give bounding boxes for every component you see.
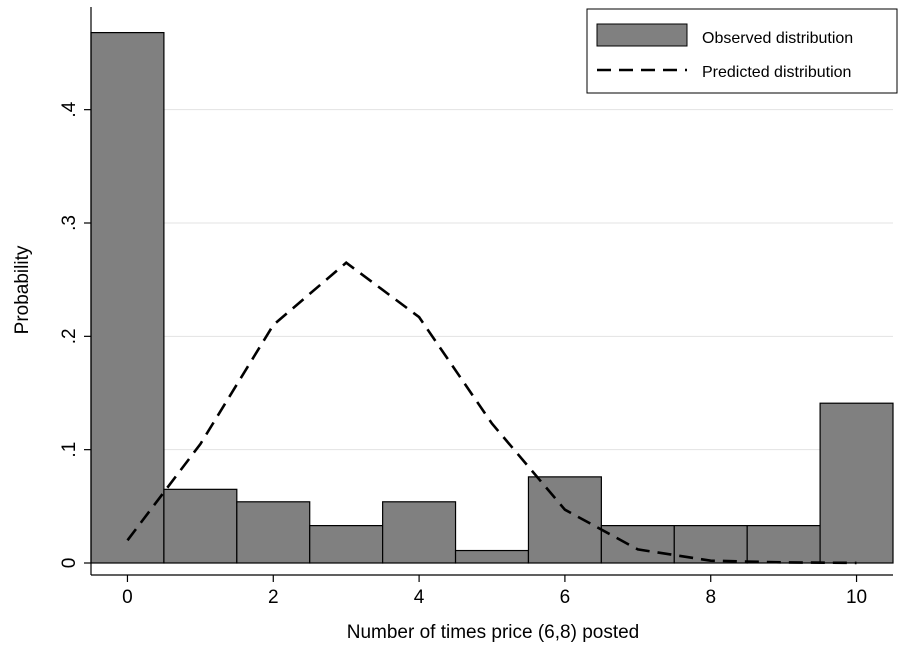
x-axis-title: Number of times price (6,8) posted: [347, 622, 640, 643]
bar-9: [746, 524, 821, 564]
bar-1: [163, 488, 238, 564]
legend: Observed distribution Predicted distribu…: [586, 8, 898, 94]
legend-label-predicted: Predicted distribution: [702, 64, 851, 81]
y-tick-label: .2: [59, 328, 80, 344]
x-tick-label: 8: [705, 587, 716, 608]
bar-5: [454, 549, 530, 564]
y-tick-label: .3: [59, 215, 80, 231]
legend-swatch-observed: [596, 23, 688, 47]
bar-4: [382, 501, 457, 564]
grid-lines: [91, 109, 893, 451]
legend-box: [586, 8, 898, 94]
bar-0: [90, 31, 165, 564]
y-tick-label: 0: [59, 558, 80, 569]
axes: 0 .1 .2 .3 .4 0 2 4 6 8 10: [59, 7, 893, 608]
predicted-line-layer: [126, 261, 857, 565]
y-tick-label: .1: [59, 442, 80, 458]
y-tick-label: .4: [59, 101, 80, 117]
x-tick-label: 4: [414, 587, 425, 608]
x-tick-label: 10: [846, 587, 867, 608]
observed-bars: [90, 31, 894, 564]
bar-7: [600, 524, 675, 564]
legend-label-observed: Observed distribution: [702, 30, 853, 47]
predicted-line: [126, 261, 857, 565]
bar-6: [527, 476, 602, 564]
x-tick-label: 2: [268, 587, 279, 608]
y-axis-title: Probability: [12, 245, 33, 334]
bar-10: [819, 402, 894, 564]
x-tick-label: 6: [560, 587, 571, 608]
bar-2: [236, 501, 311, 564]
x-tick-label: 0: [122, 587, 133, 608]
bar-3: [309, 524, 384, 564]
